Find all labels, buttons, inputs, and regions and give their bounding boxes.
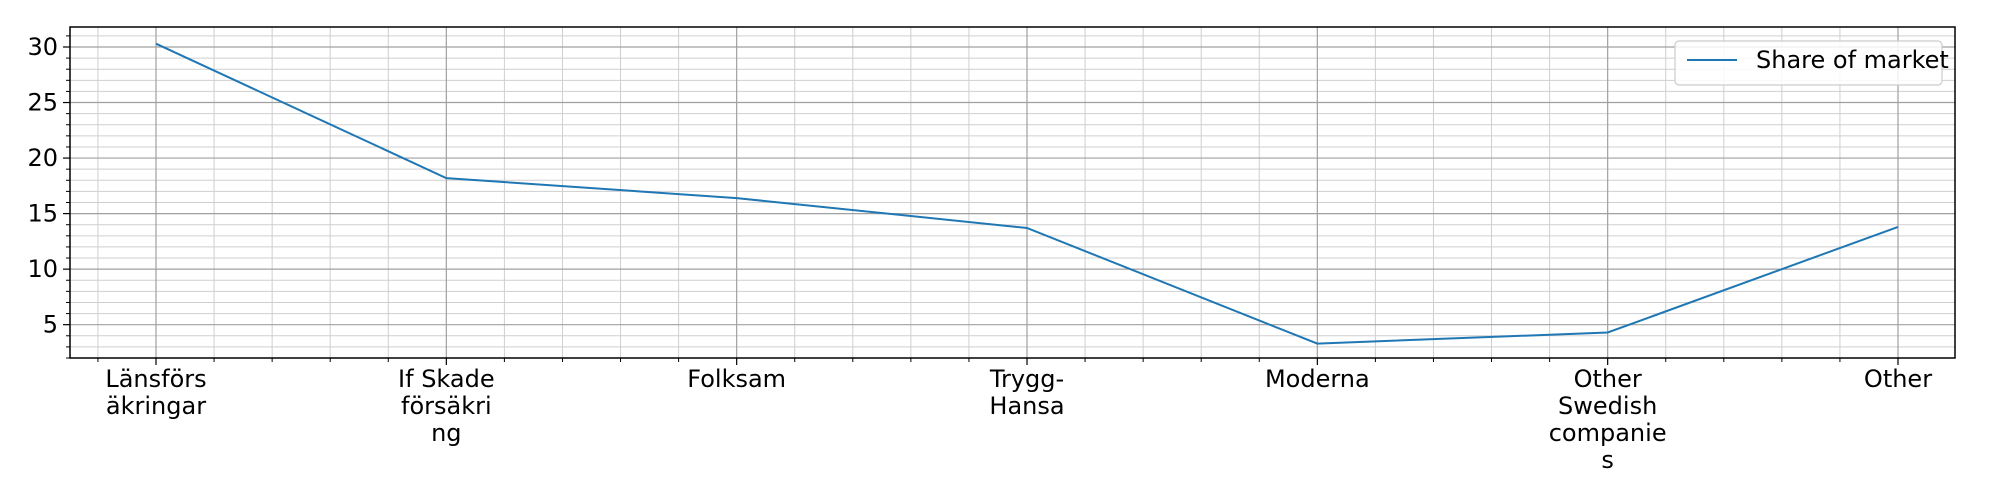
legend: Share of market <box>1674 40 1949 86</box>
y-axis-ticks: 5 10 15 20 25 30 <box>27 33 70 339</box>
x-tick-label-line: ng <box>431 419 461 447</box>
y-tick-label: 15 <box>27 200 58 228</box>
x-tick-label-line: Other <box>1574 365 1642 393</box>
legend-box <box>1674 40 1943 86</box>
series-layer <box>155 42 1899 345</box>
plot-frame <box>69 26 1956 359</box>
x-tick-label-line: Hansa <box>989 392 1064 420</box>
x-tick-label-line: s <box>1601 446 1614 474</box>
x-tick-label-line: försäkri <box>401 392 492 420</box>
minor-grid <box>66 27 1955 362</box>
x-tick-label-line: äkringar <box>106 392 206 420</box>
x-tick-label-line: Länsförs <box>105 365 206 393</box>
x-tick-label: Folksam <box>687 365 786 393</box>
y-tick-label: 25 <box>27 89 58 117</box>
x-axis-ticks: Länsförs äkringar If Skade försäkri ng Folksa… <box>105 358 1932 474</box>
legend-label-share-of-market: Share of market <box>1756 46 1949 74</box>
x-tick-label: Trygg-Hansa <box>989 365 1065 420</box>
y-tick-label: 20 <box>27 144 58 172</box>
x-tick-label-line: Other <box>1864 365 1932 393</box>
x-tick-label-line: If Skade <box>398 365 495 393</box>
x-tick-label-line: Moderna <box>1265 365 1370 393</box>
x-tick-label: If Skade försäkri ng <box>398 365 495 447</box>
x-tick-label: Länsförs äkringar <box>105 365 206 420</box>
y-tick-label: 10 <box>27 255 58 283</box>
x-tick-label: Other <box>1864 365 1932 393</box>
series-line-share-of-market <box>155 42 1899 345</box>
x-tick-label-line: Swedish <box>1558 392 1657 420</box>
x-tick-label-line: Folksam <box>687 365 786 393</box>
y-tick-label: 30 <box>27 33 58 61</box>
x-tick-label-line: companie <box>1549 419 1667 447</box>
x-tick-label: Other Swedish companie s <box>1549 365 1667 474</box>
major-grid <box>70 27 1955 358</box>
y-tick-label: 5 <box>43 311 58 339</box>
x-tick-label-line: Trygg- <box>989 365 1064 393</box>
x-tick-label: Moderna <box>1265 365 1370 393</box>
